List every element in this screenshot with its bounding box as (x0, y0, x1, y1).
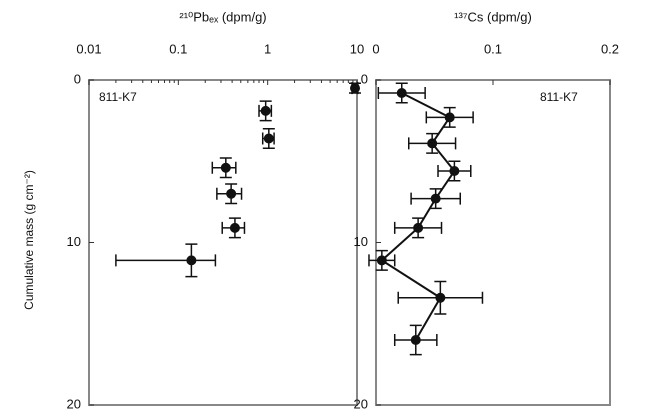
y-axis-label: Cumulative mass (g cm⁻²) (22, 170, 36, 310)
x-error-bar (115, 254, 217, 267)
data-point (220, 162, 231, 173)
data-point (263, 133, 274, 144)
y-tick-label: 20 (67, 396, 81, 411)
x-tick-label: 0.2 (601, 41, 619, 56)
x-tick-label: 0.01 (76, 41, 101, 56)
data-point (186, 255, 197, 266)
plot-frame (375, 79, 611, 406)
plot-frame (88, 79, 358, 406)
panel: ²¹⁰Pbₑₓ (dpm/g) 811-K7 Cumulative mass (g … (22, 9, 364, 411)
data-point (427, 138, 438, 149)
data-point (229, 222, 240, 233)
y-tick-label: 10 (67, 234, 81, 249)
data-point (449, 166, 460, 176)
panel: ¹³⁷Cs (dpm/g) 811-K7 0 0.1 0.2 0 10 20 (354, 9, 620, 411)
data-point (350, 83, 361, 94)
data-point (413, 222, 424, 233)
axis-title: ¹³⁷Cs (dpm/g) (454, 9, 532, 24)
y-tick-label: 0 (74, 71, 81, 86)
x-tick-label: 0.1 (169, 41, 187, 56)
data-point (430, 193, 441, 204)
y-tick-label: 20 (354, 396, 368, 411)
axis-title: ²¹⁰Pbₑₓ (dpm/g) (179, 9, 266, 24)
data-point (376, 255, 387, 266)
x-tick-label: 1 (264, 41, 271, 56)
x-tick-label: 10 (350, 41, 364, 56)
profile-line (380, 92, 456, 341)
x-tick-label: 0 (372, 41, 379, 56)
data-point (435, 292, 446, 303)
y-tick-label: 10 (354, 234, 368, 249)
data-point (260, 105, 271, 116)
data-point (444, 112, 455, 123)
data-point (226, 188, 237, 199)
annotation: 811-K7 (99, 90, 137, 104)
data-point (396, 88, 407, 98)
x-tick-label: 0.1 (484, 41, 502, 56)
y-tick-label: 0 (361, 71, 368, 86)
annotation: 811-K7 (540, 90, 578, 104)
data-point (410, 335, 421, 345)
